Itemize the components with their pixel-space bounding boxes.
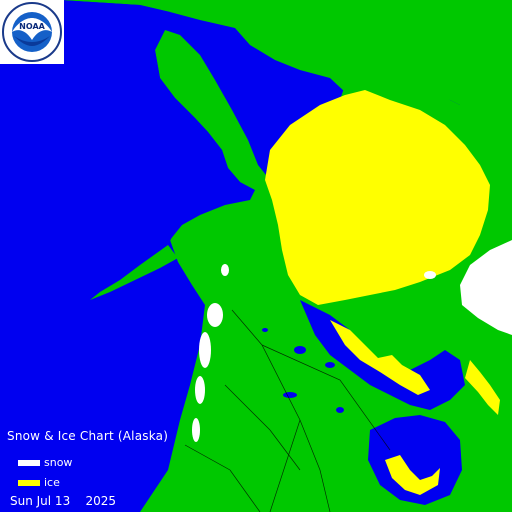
arctic-sea-ice (265, 90, 490, 305)
siberia-landmass (60, 0, 512, 120)
map-title: Snow & Ice Chart (Alaska) (7, 429, 169, 443)
legend-label-ice: ice (44, 476, 60, 489)
hudson-bay (368, 415, 462, 505)
alaska-peninsula (90, 245, 178, 300)
archipelago-ice (330, 320, 430, 395)
legend-label-snow: snow (44, 456, 73, 469)
greenland-snow (460, 240, 512, 335)
legend-swatch-snow (18, 460, 40, 466)
greenland-ice (465, 360, 500, 415)
chart-date: Sun Jul 13 2025 (10, 494, 117, 508)
noaa-logo-text: NOAA (19, 22, 45, 31)
hudson-bay-ice (385, 455, 440, 495)
lakes (262, 328, 344, 413)
mountain-snow (192, 264, 436, 442)
noaa-logo: NOAA (0, 0, 64, 64)
boundaries (184, 309, 391, 512)
bering-sea (0, 0, 240, 512)
legend-swatch-ice (18, 480, 40, 486)
